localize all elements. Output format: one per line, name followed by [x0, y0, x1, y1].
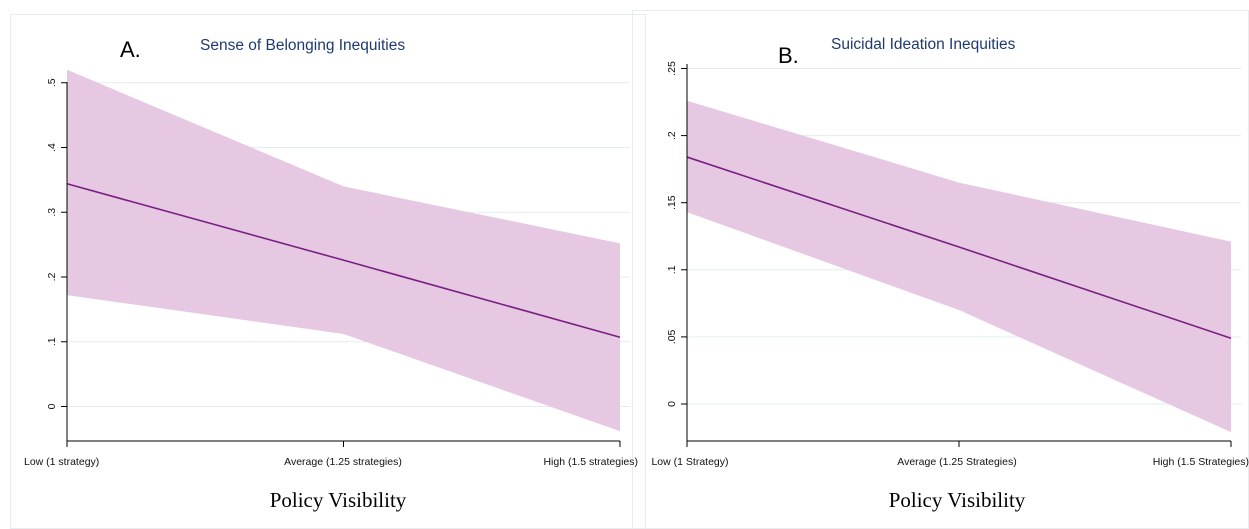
- chart-title: Sense of Belonging Inequities: [200, 37, 405, 54]
- confidence-band: [687, 100, 1231, 433]
- y-tick-label: .05: [666, 329, 678, 344]
- y-tick-label: .1: [666, 265, 678, 274]
- chart-title: Suicidal Ideation Inequities: [831, 36, 1016, 53]
- x-tick-label: Low (1 strategy): [24, 456, 99, 468]
- y-tick-label: 0: [666, 401, 678, 407]
- x-tick-label: Average (1.25 Strategies): [897, 456, 1016, 468]
- y-tick-label: .2: [46, 272, 58, 281]
- y-tick-label: .1: [46, 337, 58, 346]
- series-line: [686, 156, 1232, 340]
- y-tick-label: .4: [46, 143, 58, 152]
- x-axis-title: Policy Visibility: [270, 488, 407, 512]
- panel-letter: A.: [120, 37, 141, 62]
- x-tick-label: Low (1 Strategy): [651, 456, 728, 468]
- confidence-band: [67, 69, 620, 432]
- x-tick-label: Average (1.25 strategies): [284, 456, 402, 468]
- x-axis-title: Policy Visibility: [889, 488, 1026, 512]
- y-tick-label: .3: [46, 208, 58, 217]
- title-backdrop: [186, 28, 454, 60]
- title-backdrop: [817, 27, 1079, 59]
- panel-letter: B.: [778, 43, 799, 68]
- x-tick-label: High (1.5 strategies): [543, 456, 638, 468]
- panel-b: 0 .05 .1 .15 .2 .25 Low (1 Strategy) Average (1…: [651, 27, 1249, 512]
- y-tick-label: .2: [666, 131, 678, 140]
- y-tick-label: .5: [46, 78, 58, 87]
- series-line: [66, 182, 621, 338]
- y-tick-label: 0: [46, 403, 58, 409]
- x-tick-label: High (1.5 Strategies): [1153, 456, 1249, 468]
- y-tick-label: .15: [666, 195, 678, 210]
- y-tick-label: .25: [666, 61, 678, 76]
- panel-a: 0 .1 .2 .3 .4 .5 Low (1 strategy) Average (1.25…: [24, 28, 638, 512]
